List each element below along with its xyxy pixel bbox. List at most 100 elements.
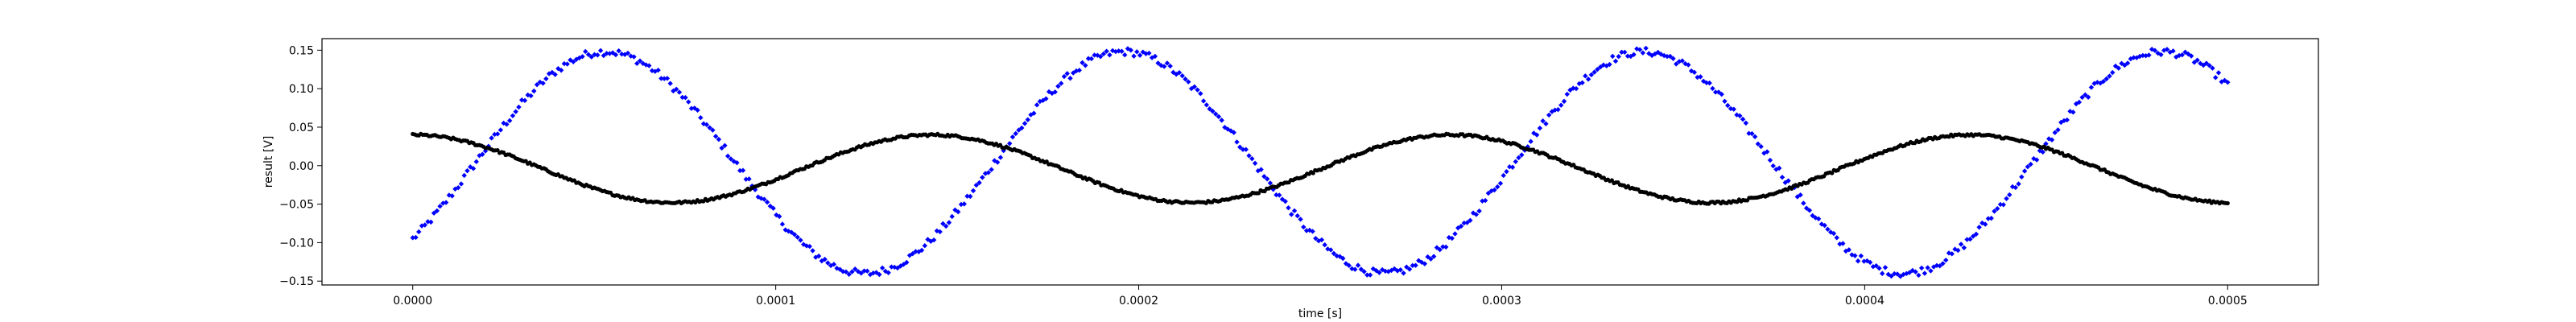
data-point: [1007, 141, 1013, 147]
data-point: [779, 221, 786, 227]
data-point: [1543, 121, 1549, 126]
data-point: [1116, 48, 1121, 54]
data-point: [764, 199, 770, 205]
data-point: [1725, 102, 1731, 109]
data-point: [1031, 110, 1037, 116]
data-point: [1358, 266, 1364, 272]
data-point: [1546, 112, 1552, 118]
x-axis-ticks: 0.0000 0.0001 0.0002 0.0003 0.0004 0.0005: [393, 285, 2248, 308]
data-point: [2043, 141, 2049, 147]
data-point: [558, 68, 564, 73]
data-point: [2203, 60, 2210, 66]
data-point: [1140, 49, 1146, 55]
data-point: [1240, 147, 1246, 152]
data-point: [413, 234, 419, 241]
data-point: [1322, 242, 1327, 248]
data-point: [2013, 184, 2019, 191]
data-point: [537, 79, 543, 85]
data-point: [1146, 50, 1152, 56]
data-point: [843, 269, 849, 275]
data-point: [637, 58, 643, 64]
data-point: [846, 271, 852, 277]
data-point: [1925, 265, 1930, 270]
data-point: [2083, 92, 2088, 98]
data-point: [1855, 258, 1861, 264]
data-point: [1249, 155, 1255, 162]
data-point: [1571, 85, 1576, 91]
data-point: [2124, 60, 2131, 66]
data-point: [616, 47, 621, 54]
data-point: [428, 219, 434, 225]
data-point: [1228, 128, 1234, 134]
data-point: [1225, 126, 1231, 132]
data-point: [1019, 125, 1025, 131]
data-point: [2052, 130, 2058, 135]
data-point: [1961, 245, 1967, 250]
data-point: [2088, 85, 2095, 90]
data-point: [2095, 80, 2100, 85]
data-point: [628, 53, 634, 59]
data-point: [952, 207, 958, 213]
data-point: [1461, 220, 1467, 226]
data-point: [2191, 60, 2198, 65]
data-point: [1779, 175, 1785, 180]
data-point: [1722, 98, 1728, 105]
data-point: [1406, 266, 1413, 272]
data-point: [2033, 157, 2040, 163]
data-point: [1728, 105, 1734, 112]
data-point: [837, 266, 843, 272]
data-point: [1279, 196, 1286, 202]
data-point: [740, 167, 746, 173]
data-point: [1361, 269, 1367, 275]
data-point: [2055, 127, 2061, 133]
data-point: [1843, 248, 1849, 254]
data-point: [1882, 265, 1889, 270]
data-point: [1631, 52, 1637, 58]
data-point: [1612, 58, 1619, 64]
data-point: [2067, 109, 2073, 114]
data-point: [1219, 118, 1224, 123]
data-point: [870, 270, 877, 276]
data-point: [1246, 153, 1252, 159]
data-point: [1815, 216, 1822, 222]
data-point: [585, 52, 592, 57]
data-point: [737, 167, 743, 174]
data-point: [886, 270, 891, 275]
data-point: [1982, 221, 1988, 227]
data-point: [758, 196, 764, 201]
data-point: [819, 258, 825, 264]
data-point: [852, 266, 858, 272]
data-point: [2110, 69, 2116, 76]
data-point: [470, 166, 477, 171]
data-point: [634, 60, 640, 67]
data-point: [2116, 65, 2121, 71]
data-point: [1176, 69, 1183, 76]
data-point: [1097, 54, 1104, 60]
data-point: [568, 57, 573, 63]
data-point: [1443, 244, 1449, 250]
data-point: [1289, 212, 1294, 217]
data-point: [913, 249, 919, 254]
data-point: [1416, 258, 1422, 263]
data-point: [1834, 235, 1839, 241]
data-point: [1806, 208, 1813, 213]
data-point: [504, 122, 510, 127]
data-point: [1879, 270, 1885, 276]
data-point: [2107, 73, 2112, 79]
data-point: [419, 223, 425, 229]
data-point: [1061, 73, 1067, 80]
data-point: [1761, 151, 1767, 156]
data-point: [810, 248, 815, 254]
data-point: [1282, 198, 1288, 204]
data-point: [770, 205, 776, 211]
data-point: [434, 208, 440, 214]
data-point: [1303, 228, 1310, 233]
data-point: [1667, 53, 1673, 60]
plot-area: [322, 39, 2318, 285]
data-point: [1552, 107, 1558, 113]
data-point: [679, 94, 685, 101]
data-point: [2167, 49, 2173, 56]
data-point: [613, 52, 619, 58]
data-point: [1195, 87, 1200, 93]
data-point: [1401, 270, 1406, 276]
